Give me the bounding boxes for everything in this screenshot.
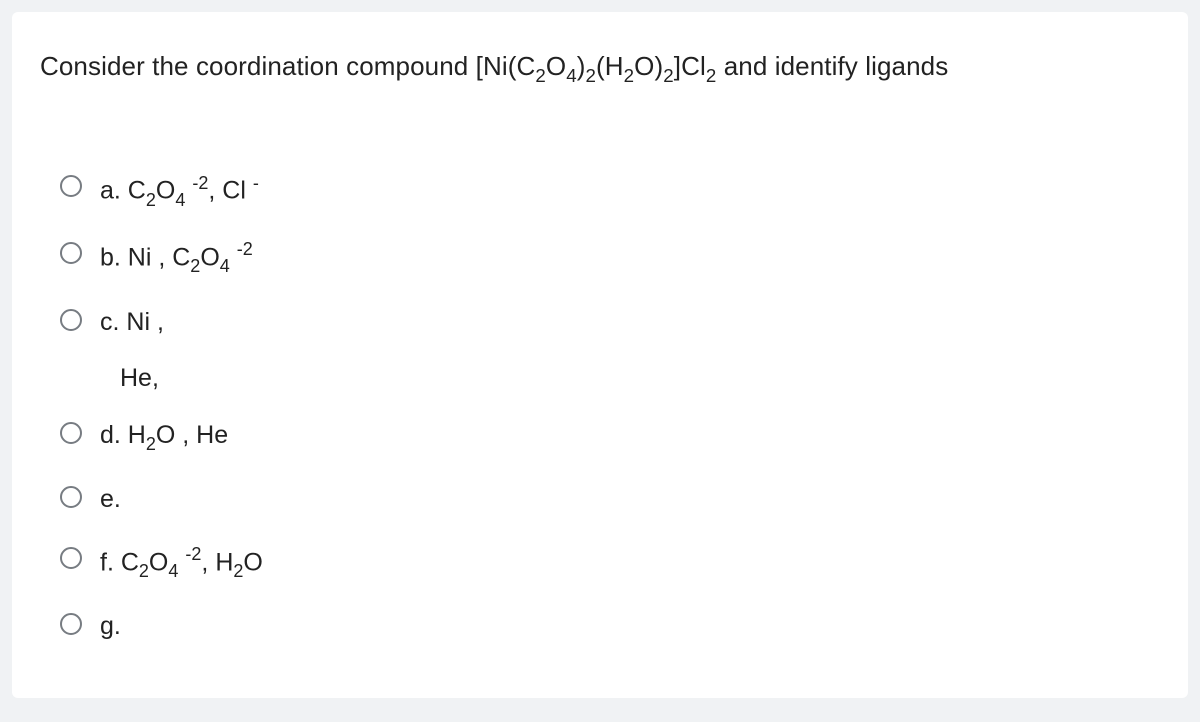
option-a[interactable]: a. C2O4 -2, Cl - xyxy=(60,172,1160,211)
radio-icon[interactable] xyxy=(60,486,82,508)
option-d-label: d. H2O , He xyxy=(100,419,228,455)
option-c-extra: He, xyxy=(120,362,1160,395)
question-card: Consider the coordination compound [Ni(C… xyxy=(12,12,1188,698)
option-c-label: c. Ni , xyxy=(100,306,164,339)
question-text: Consider the coordination compound [Ni(C… xyxy=(40,48,1160,88)
option-e[interactable]: e. xyxy=(60,483,1160,516)
option-b[interactable]: b. Ni , C2O4 -2 xyxy=(60,239,1160,278)
options-group: a. C2O4 -2, Cl - b. Ni , C2O4 -2 c. Ni ,… xyxy=(40,172,1160,643)
option-b-label: b. Ni , C2O4 -2 xyxy=(100,239,253,278)
radio-icon[interactable] xyxy=(60,547,82,569)
option-g[interactable]: g. xyxy=(60,610,1160,643)
option-c[interactable]: c. Ni , xyxy=(60,306,1160,339)
option-g-label: g. xyxy=(100,610,121,643)
option-e-label: e. xyxy=(100,483,121,516)
radio-icon[interactable] xyxy=(60,422,82,444)
radio-icon[interactable] xyxy=(60,309,82,331)
radio-icon[interactable] xyxy=(60,613,82,635)
option-f[interactable]: f. C2O4 -2, H2O xyxy=(60,544,1160,583)
option-d[interactable]: d. H2O , He xyxy=(60,419,1160,455)
radio-icon[interactable] xyxy=(60,175,82,197)
option-f-label: f. C2O4 -2, H2O xyxy=(100,544,263,583)
option-a-label: a. C2O4 -2, Cl - xyxy=(100,172,259,211)
radio-icon[interactable] xyxy=(60,242,82,264)
